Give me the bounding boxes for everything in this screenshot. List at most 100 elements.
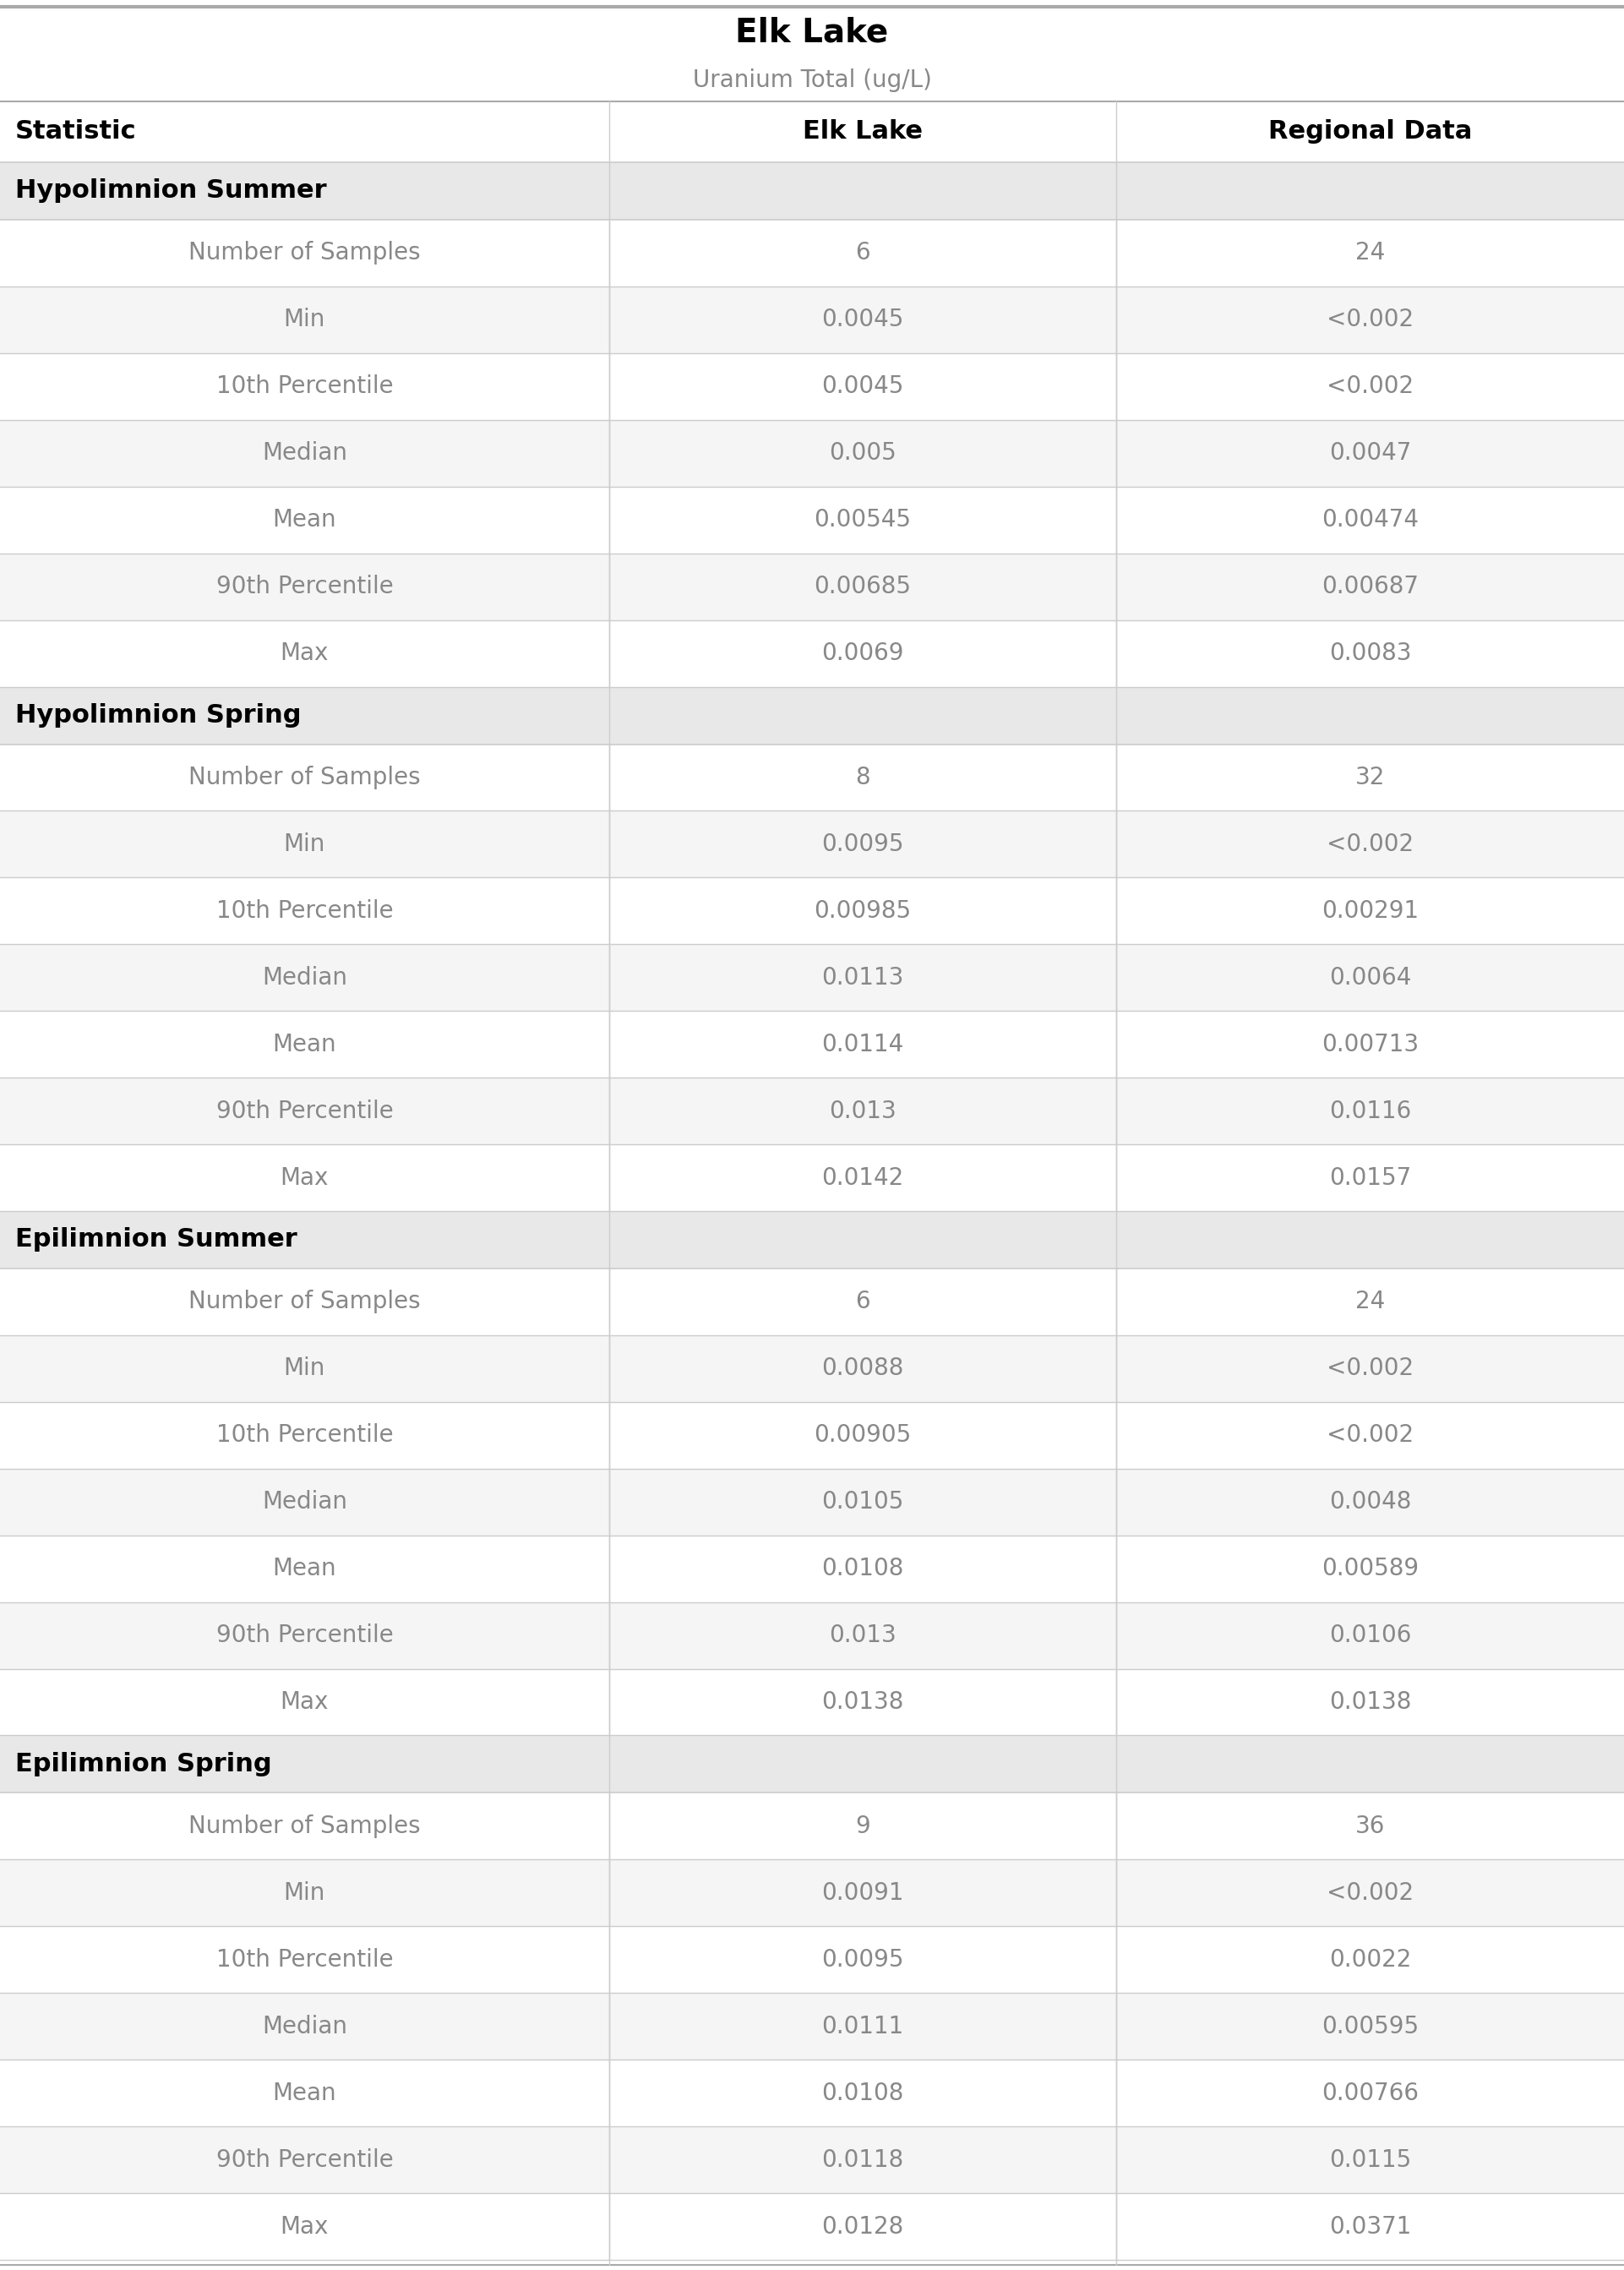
Bar [0, 745, 1624, 810]
Text: 36: 36 [1356, 1814, 1385, 1839]
Text: 10th Percentile: 10th Percentile [216, 899, 393, 922]
Text: 0.0138: 0.0138 [1328, 1691, 1411, 1714]
Text: 8: 8 [856, 765, 870, 790]
Text: Mean: Mean [273, 1557, 336, 1580]
Text: Mean: Mean [273, 1033, 336, 1056]
Text: 0.0118: 0.0118 [822, 2147, 905, 2172]
Text: <0.002: <0.002 [1327, 833, 1415, 856]
Text: Number of Samples: Number of Samples [188, 765, 421, 790]
Bar [0, 686, 1624, 745]
Text: Elk Lake: Elk Lake [802, 120, 922, 143]
Bar [0, 810, 1624, 878]
Bar [0, 1737, 1624, 1793]
Text: Statistic: Statistic [15, 120, 136, 143]
Text: Epilimnion Summer: Epilimnion Summer [15, 1228, 297, 1253]
Text: 0.00687: 0.00687 [1322, 574, 1419, 599]
Text: 0.0142: 0.0142 [822, 1167, 905, 1189]
Bar [0, 286, 1624, 354]
Text: 0.00985: 0.00985 [814, 899, 911, 922]
Text: 0.0045: 0.0045 [822, 375, 905, 397]
Text: 90th Percentile: 90th Percentile [216, 1623, 393, 1648]
Bar [0, 220, 1624, 286]
Text: 0.00905: 0.00905 [814, 1423, 911, 1446]
Text: 24: 24 [1356, 1289, 1385, 1314]
Text: 0.00685: 0.00685 [814, 574, 911, 599]
Text: 6: 6 [856, 1289, 870, 1314]
Bar [0, 878, 1624, 944]
Bar [0, 1144, 1624, 1212]
Bar [0, 2193, 1624, 2261]
Text: 0.0091: 0.0091 [822, 1882, 905, 1905]
Text: 0.0022: 0.0022 [1328, 1948, 1411, 1973]
Text: 0.0105: 0.0105 [822, 1489, 905, 1514]
Text: 0.0088: 0.0088 [822, 1357, 905, 1380]
Text: 0.0095: 0.0095 [822, 833, 905, 856]
Text: 0.0138: 0.0138 [822, 1691, 905, 1714]
Text: 32: 32 [1356, 765, 1385, 790]
Text: 0.00766: 0.00766 [1322, 2082, 1419, 2104]
Text: 0.0083: 0.0083 [1328, 642, 1411, 665]
Text: 0.00474: 0.00474 [1322, 508, 1419, 531]
Text: Min: Min [284, 309, 325, 331]
Text: <0.002: <0.002 [1327, 1423, 1415, 1446]
Text: Median: Median [261, 440, 348, 465]
Bar [0, 1469, 1624, 1535]
Text: 0.013: 0.013 [830, 1623, 896, 1648]
Bar [0, 2059, 1624, 2127]
Text: Median: Median [261, 2013, 348, 2038]
Text: 0.005: 0.005 [830, 440, 896, 465]
Bar [0, 944, 1624, 1010]
Bar [0, 1603, 1624, 1668]
Text: <0.002: <0.002 [1327, 375, 1415, 397]
Text: 0.0128: 0.0128 [822, 2216, 905, 2238]
Bar [0, 420, 1624, 486]
Text: 0.0116: 0.0116 [1328, 1099, 1411, 1124]
Bar [0, 486, 1624, 554]
Bar [0, 1668, 1624, 1737]
Bar [0, 1859, 1624, 1927]
Text: 0.00545: 0.00545 [814, 508, 911, 531]
Text: 10th Percentile: 10th Percentile [216, 1423, 393, 1446]
Text: 10th Percentile: 10th Percentile [216, 1948, 393, 1973]
Text: Hypolimnion Spring: Hypolimnion Spring [15, 704, 300, 729]
Text: 0.00589: 0.00589 [1322, 1557, 1419, 1580]
Text: 0.00291: 0.00291 [1322, 899, 1419, 922]
Text: 0.0108: 0.0108 [822, 1557, 905, 1580]
Text: <0.002: <0.002 [1327, 1882, 1415, 1905]
Text: <0.002: <0.002 [1327, 1357, 1415, 1380]
Bar [0, 1335, 1624, 1403]
Text: 0.0108: 0.0108 [822, 2082, 905, 2104]
Text: 0.0045: 0.0045 [822, 309, 905, 331]
Bar [0, 1010, 1624, 1078]
Bar [0, 1403, 1624, 1469]
Text: 90th Percentile: 90th Percentile [216, 2147, 393, 2172]
Bar [0, 1535, 1624, 1603]
Text: 0.0114: 0.0114 [822, 1033, 905, 1056]
Text: Max: Max [281, 2216, 328, 2238]
Text: Median: Median [261, 965, 348, 990]
Text: 0.0111: 0.0111 [822, 2013, 905, 2038]
Bar [0, 1993, 1624, 2059]
Text: Max: Max [281, 1691, 328, 1714]
Text: Mean: Mean [273, 508, 336, 531]
Text: 0.0069: 0.0069 [822, 642, 905, 665]
Text: 0.0157: 0.0157 [1328, 1167, 1411, 1189]
Bar [0, 354, 1624, 420]
Text: 90th Percentile: 90th Percentile [216, 574, 393, 599]
Bar [0, 1793, 1624, 1859]
Bar [0, 1212, 1624, 1269]
Text: 10th Percentile: 10th Percentile [216, 375, 393, 397]
Text: Max: Max [281, 1167, 328, 1189]
Bar [0, 620, 1624, 686]
Text: 0.00713: 0.00713 [1322, 1033, 1419, 1056]
Text: Max: Max [281, 642, 328, 665]
Text: Number of Samples: Number of Samples [188, 241, 421, 266]
Text: Min: Min [284, 1357, 325, 1380]
Bar [0, 1269, 1624, 1335]
Text: Mean: Mean [273, 2082, 336, 2104]
Bar [0, 1927, 1624, 1993]
Text: Epilimnion Spring: Epilimnion Spring [15, 1752, 271, 1777]
Text: Min: Min [284, 833, 325, 856]
Bar [0, 1078, 1624, 1144]
Bar [0, 161, 1624, 220]
